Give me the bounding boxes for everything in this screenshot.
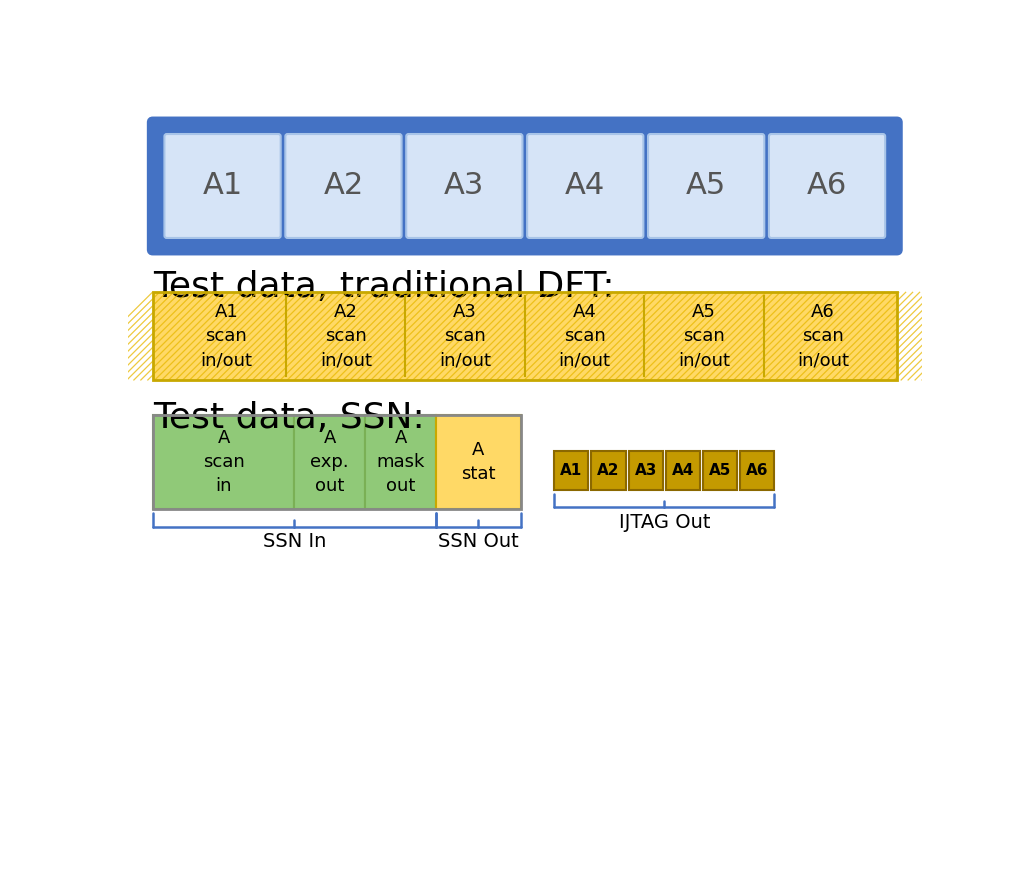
Text: SSN In: SSN In (263, 533, 326, 551)
Text: A5
scan
in/out: A5 scan in/out (678, 303, 730, 369)
Bar (436, 415, 521, 509)
Bar (294, 415, 366, 509)
Text: A1: A1 (560, 463, 583, 478)
Text: A
stat: A stat (461, 441, 496, 483)
Text: A3: A3 (444, 171, 484, 201)
FancyBboxPatch shape (148, 119, 901, 253)
Text: A5: A5 (709, 463, 731, 478)
Bar (153, 415, 294, 509)
FancyBboxPatch shape (769, 134, 885, 238)
Bar (740, 451, 774, 490)
Bar (592, 451, 626, 490)
Bar (666, 451, 700, 490)
Text: A2: A2 (324, 171, 364, 201)
Bar (703, 451, 737, 490)
Text: A3
scan
in/out: A3 scan in/out (439, 303, 492, 369)
Bar (153, 292, 897, 381)
Bar (629, 451, 663, 490)
FancyBboxPatch shape (286, 134, 401, 238)
Text: A
exp.
out: A exp. out (310, 430, 349, 495)
Text: Test data, SSN:: Test data, SSN: (153, 402, 425, 436)
Text: A3: A3 (635, 463, 656, 478)
Text: A5: A5 (686, 171, 726, 201)
Text: SSN Out: SSN Out (438, 533, 519, 551)
Text: A2: A2 (597, 463, 620, 478)
Text: A2
scan
in/out: A2 scan in/out (319, 303, 372, 369)
Text: A4: A4 (672, 463, 694, 478)
Text: A6: A6 (746, 463, 769, 478)
FancyBboxPatch shape (407, 134, 522, 238)
Text: Test data, traditional DFT:: Test data, traditional DFT: (153, 271, 614, 305)
Text: A4: A4 (565, 171, 605, 201)
Text: A1: A1 (203, 171, 243, 201)
Bar (554, 451, 589, 490)
Text: A1
scan
in/out: A1 scan in/out (201, 303, 253, 369)
FancyBboxPatch shape (527, 134, 643, 238)
Bar (153, 415, 521, 509)
Text: A4
scan
in/out: A4 scan in/out (558, 303, 610, 369)
Text: A6
scan
in/out: A6 scan in/out (797, 303, 849, 369)
FancyBboxPatch shape (648, 134, 764, 238)
Text: A6: A6 (807, 171, 847, 201)
FancyBboxPatch shape (165, 134, 281, 238)
Bar (153, 292, 897, 381)
Text: A
scan
in: A scan in (203, 430, 245, 495)
Bar (153, 292, 897, 381)
Text: A
mask
out: A mask out (377, 430, 425, 495)
Bar (366, 415, 436, 509)
Text: IJTAG Out: IJTAG Out (618, 512, 710, 532)
